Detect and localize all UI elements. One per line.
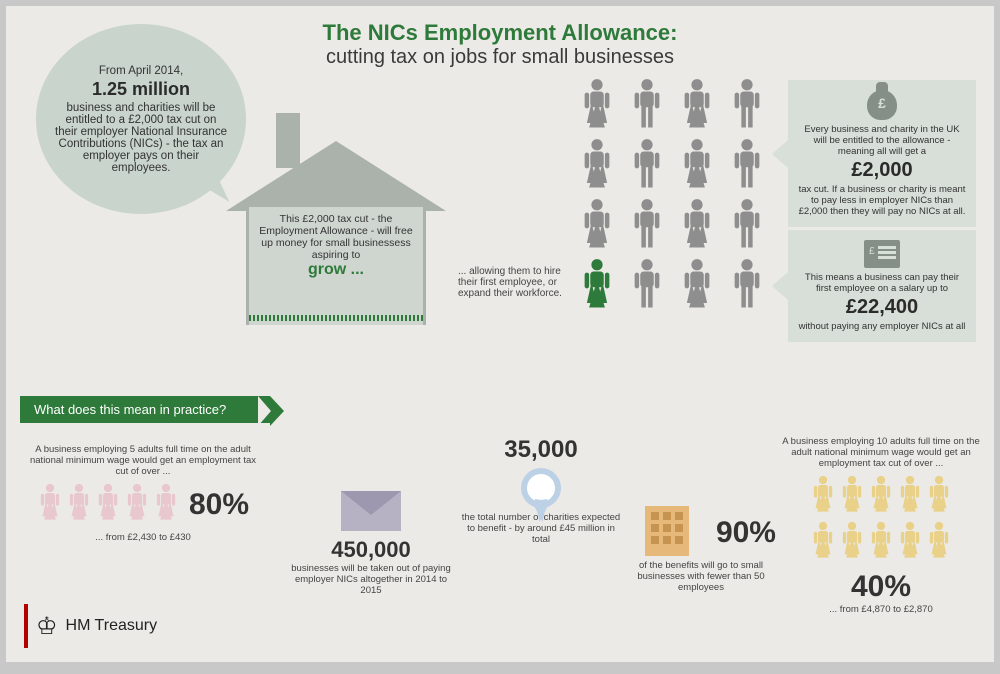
- person-icon: [926, 475, 952, 518]
- char-num: 35,000: [461, 436, 621, 464]
- s5-pct: 80%: [189, 488, 249, 522]
- person-icon: [66, 483, 92, 526]
- house-grow: grow ...: [308, 261, 364, 278]
- stat-envelope: 450,000 businesses will be taken out of …: [286, 491, 456, 596]
- person-icon: [839, 521, 865, 564]
- intro-bubble: From April 2014, 1.25 million business a…: [36, 24, 246, 214]
- person-icon: [95, 483, 121, 526]
- envelope-icon: [341, 491, 401, 531]
- person-icon: [839, 475, 865, 518]
- person-icon: [626, 138, 670, 194]
- person-icon: [926, 521, 952, 564]
- person-icon: [576, 78, 620, 134]
- person-icon: [676, 198, 720, 254]
- s10-note: ... from £4,870 to £2,870: [776, 604, 986, 615]
- ribbon-icon: [521, 468, 561, 508]
- person-icon: [726, 138, 770, 194]
- section-banner: What does this mean in practice?: [20, 396, 270, 423]
- s10-pct: 40%: [776, 570, 986, 604]
- person-icon: [576, 198, 620, 254]
- person-icon: [726, 78, 770, 134]
- c2-pre: This means a business can pay their firs…: [805, 272, 959, 294]
- person-icon: [726, 198, 770, 254]
- stat-10-adults: A business employing 10 adults full time…: [776, 436, 986, 615]
- person-icon: [576, 258, 620, 314]
- logo-text: HM Treasury: [66, 617, 158, 635]
- people5-icons: [37, 483, 179, 526]
- paycheck-icon: [864, 240, 900, 268]
- building-icon: [645, 506, 689, 556]
- person-icon: [868, 521, 894, 564]
- person-icon: [37, 483, 63, 526]
- stat-5-adults: A business employing 5 adults full time …: [28, 444, 258, 543]
- bld-pct: 90%: [716, 516, 776, 550]
- c2-big: £22,400: [798, 296, 966, 319]
- person-icon: [626, 198, 670, 254]
- person-icon: [676, 78, 720, 134]
- c1-pre: Every business and charity in the UK wil…: [804, 124, 959, 157]
- c1-big: £2,000: [798, 159, 966, 182]
- moneybag-icon: [867, 90, 897, 120]
- people10-icons: [796, 475, 966, 564]
- person-icon: [124, 483, 150, 526]
- c2-post: without paying any employer NICs at all: [799, 321, 966, 332]
- person-icon: [626, 78, 670, 134]
- s5-lead: A business employing 5 adults full time …: [28, 444, 258, 477]
- person-icon: [810, 475, 836, 518]
- hm-treasury-logo: ♔ HM Treasury: [24, 604, 157, 648]
- callout-22400: This means a business can pay their firs…: [788, 230, 976, 342]
- person-icon: [676, 258, 720, 314]
- person-icon: [726, 258, 770, 314]
- c1-post: tax cut. If a business or charity is mea…: [799, 184, 966, 217]
- stat-building: 90% of the benefits will go to small bus…: [626, 506, 776, 593]
- person-icon: [868, 475, 894, 518]
- allowing-text: ... allowing them to hire their first em…: [458, 266, 578, 299]
- crown-icon: ♔: [36, 612, 58, 641]
- person-icon: [153, 483, 179, 526]
- person-icon: [810, 521, 836, 564]
- people-grid: [576, 78, 770, 314]
- s10-lead: A business employing 10 adults full time…: [776, 436, 986, 469]
- bubble-intro: From April 2014,: [99, 65, 183, 77]
- s5-note: ... from £2,430 to £430: [28, 532, 258, 543]
- callout-2000: Every business and charity in the UK wil…: [788, 80, 976, 227]
- person-icon: [576, 138, 620, 194]
- person-icon: [897, 521, 923, 564]
- env-num: 450,000: [286, 537, 456, 563]
- bld-note: of the benefits will go to small busines…: [626, 560, 776, 593]
- bubble-big: 1.25 million: [54, 79, 228, 100]
- house-graphic: This £2,000 tax cut - the Employment All…: [226, 141, 446, 331]
- person-icon: [626, 258, 670, 314]
- house-text: This £2,000 tax cut - the Employment All…: [259, 213, 412, 261]
- person-icon: [897, 475, 923, 518]
- env-note: businesses will be taken out of paying e…: [286, 563, 456, 596]
- stat-charities: 35,000 the total number of charities exp…: [461, 436, 621, 545]
- bubble-rest: business and charities will be entitled …: [55, 102, 227, 174]
- person-icon: [676, 138, 720, 194]
